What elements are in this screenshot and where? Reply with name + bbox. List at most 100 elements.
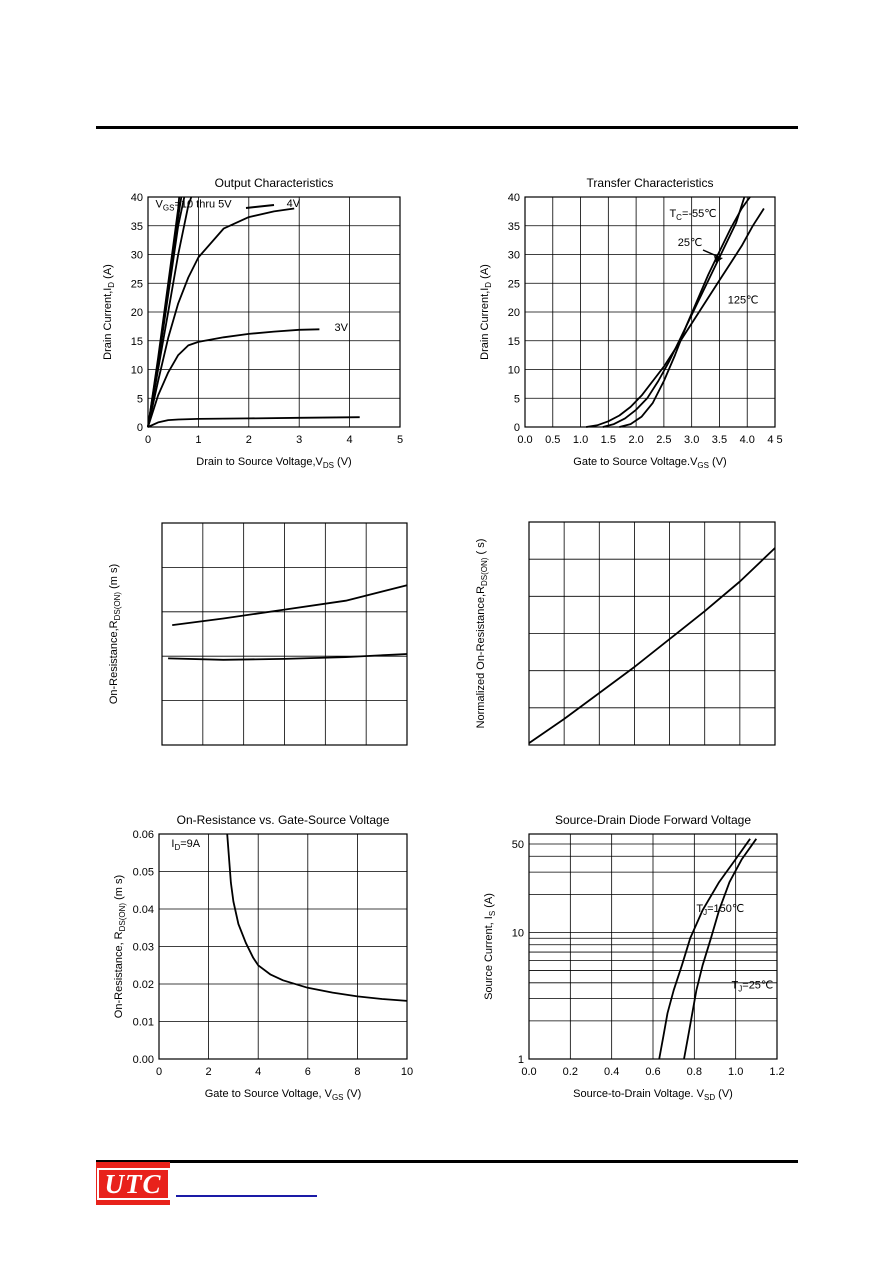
- annotation-label: ID=9A: [171, 838, 200, 852]
- chart-1-grid: [148, 197, 400, 427]
- annotation-label: 25℃: [678, 237, 703, 249]
- x-tick-label: 0: [156, 1066, 162, 1078]
- y-tick-label: 0.03: [133, 942, 154, 954]
- series-line-2: [683, 838, 758, 1060]
- y-tick-label: 10: [131, 365, 143, 377]
- x-tick-label: 8: [354, 1066, 360, 1078]
- x-tick-label: 1.2: [769, 1066, 784, 1078]
- y-axis-label: Drain Current,ID (A): [479, 264, 493, 360]
- y-tick-label: 20: [508, 307, 520, 319]
- x-tick-label: 2.5: [656, 434, 671, 446]
- series-line-1: [528, 547, 776, 744]
- series-line-6: [147, 328, 320, 428]
- utc-logo: UTC: [96, 1162, 170, 1205]
- x-tick-label: 2: [206, 1066, 212, 1078]
- x-tick-label: 4: [255, 1066, 261, 1078]
- y-tick-label: 15: [131, 336, 143, 348]
- x-tick-label: 4.0: [740, 434, 755, 446]
- y-tick-label: 15: [508, 336, 520, 348]
- series-line-2: [168, 653, 408, 661]
- x-tick-label: 1.0: [728, 1066, 743, 1078]
- x-axis-label: Gate to Source Voltage, VGS (V): [205, 1088, 362, 1102]
- x-tick-label: 10: [401, 1066, 413, 1078]
- website-link-underline[interactable]: [176, 1195, 317, 1197]
- y-tick-label: 30: [508, 250, 520, 262]
- chart-5-grid: [159, 834, 407, 1059]
- leader-4v: [245, 204, 275, 209]
- chart-3-grid: [162, 523, 407, 745]
- y-axis-label: Drain Current,ID (A): [102, 264, 116, 360]
- y-tick-label: 35: [508, 221, 520, 233]
- annotation-label: 3V: [334, 322, 348, 334]
- annotation-label: 125℃: [728, 294, 759, 306]
- x-axis-label: Source-to-Drain Voltage. VSD (V): [573, 1088, 733, 1102]
- annotation-label: 4V: [287, 198, 301, 210]
- x-tick-label: 1.5: [601, 434, 616, 446]
- x-tick-label: 0.0: [517, 434, 532, 446]
- x-tick-label: 4 5: [767, 434, 782, 446]
- x-tick-label: 0: [145, 434, 151, 446]
- x-tick-label: 1: [195, 434, 201, 446]
- x-tick-label: 0.0: [521, 1066, 536, 1078]
- series-line-3: [585, 208, 765, 428]
- chart-4-frame: [528, 521, 776, 746]
- series-line-7: [147, 416, 360, 428]
- y-tick-label: 0.02: [133, 979, 154, 991]
- annotation-label: TC=-55℃: [669, 208, 716, 222]
- chart-5: 0 2 4 6 8 10 0.00 0.01 0.02 0.03 0.04 0.05 0.06 On-Re…: [113, 813, 413, 1102]
- x-tick-label: 3.5: [712, 434, 727, 446]
- chart-2: 0.0 0.5 1.0 1.5 2.0 2.5 3.0 3.5 4.0 4 5 0 5 10 15 20 25…: [479, 176, 783, 470]
- y-axis-label: Source Current, IS (A): [483, 893, 497, 1000]
- chart-6-frame: [528, 833, 778, 1060]
- y-tick-label: 0: [514, 422, 520, 434]
- y-tick-label: 25: [508, 278, 520, 290]
- utc-logo-text: UTC: [104, 1168, 162, 1199]
- x-tick-label: 5: [397, 434, 403, 446]
- chart-title: Source-Drain Diode Forward Voltage: [555, 813, 751, 827]
- y-tick-label: 5: [137, 393, 143, 405]
- x-tick-label: 2: [246, 434, 252, 446]
- y-tick-label: 30: [131, 250, 143, 262]
- chart-2-frame: [524, 196, 776, 428]
- chart-4: Normalized On-Resistance,RDS(ON) ( s): [475, 521, 776, 746]
- x-tick-label: 1.0: [573, 434, 588, 446]
- chart-6: 0.0 0.2 0.4 0.6 0.8 1.0 1.2 1 10 50 Source-Drain D…: [483, 813, 785, 1102]
- y-axis-label: On-Resistance,RDS(ON) (m s): [108, 564, 122, 704]
- y-tick-label: 0.01: [133, 1017, 154, 1029]
- y-tick-label: 0.05: [133, 867, 154, 879]
- series-line-1: [226, 833, 408, 1002]
- x-axis-label: Gate to Source Voltage.VGS (V): [573, 456, 726, 470]
- chart-1: 0 1 2 3 4 5 0 5 10 15 20 25 30 35 40 Output Characteris…: [102, 176, 403, 470]
- x-tick-label: 6: [305, 1066, 311, 1078]
- y-tick-label: 20: [131, 307, 143, 319]
- series-line-5: [147, 207, 295, 428]
- y-axis-label: Normalized On-Resistance,RDS(ON) ( s): [475, 539, 489, 729]
- arrow-25c: [714, 256, 723, 263]
- x-tick-label: 0.5: [545, 434, 560, 446]
- x-tick-label: 3.0: [684, 434, 699, 446]
- y-tick-label: 1: [518, 1054, 524, 1066]
- series-line-4: [147, 196, 193, 428]
- y-tick-label: 10: [512, 927, 524, 939]
- y-tick-label: 25: [131, 278, 143, 290]
- header-rule: [96, 126, 798, 129]
- leader-25c: [702, 249, 720, 258]
- y-tick-label: 0.00: [133, 1054, 154, 1066]
- chart-2-grid: [525, 197, 775, 427]
- y-tick-label: 35: [131, 221, 143, 233]
- chart-1-frame: [147, 196, 401, 428]
- x-tick-label: 0.2: [563, 1066, 578, 1078]
- annotation-label: VGS=10 thru 5V: [156, 198, 233, 212]
- x-axis-label: Drain to Source Voltage,VDS (V): [196, 456, 351, 470]
- chart-6-grid: [529, 834, 777, 1059]
- footer-rule: [96, 1160, 798, 1163]
- chart-3-frame: [161, 522, 408, 746]
- annotation-label: TJ=25℃: [732, 980, 774, 994]
- series-line-1: [658, 838, 751, 1060]
- chart-title: On-Resistance vs. Gate-Source Voltage: [177, 813, 390, 827]
- y-tick-label: 0: [137, 422, 143, 434]
- y-tick-label: 40: [131, 192, 143, 204]
- chart-title: Transfer Characteristics: [587, 176, 714, 190]
- chart-title: Output Characteristics: [215, 176, 334, 190]
